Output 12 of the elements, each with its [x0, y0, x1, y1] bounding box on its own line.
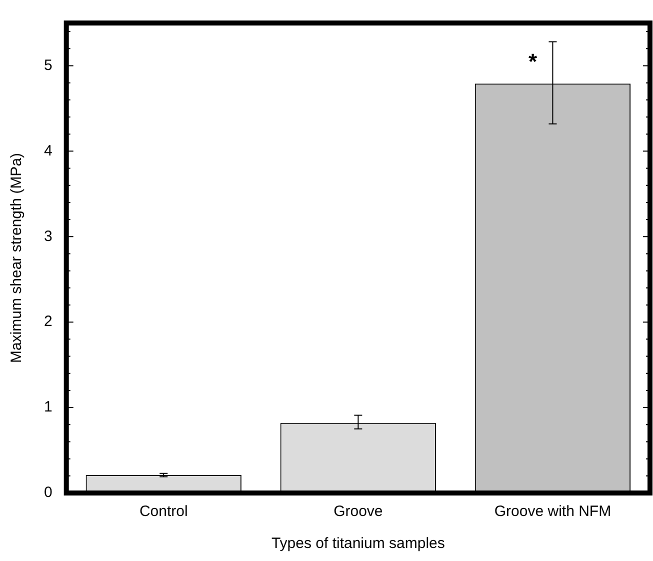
y-axis-title: Maximum shear strength (MPa) — [8, 152, 26, 364]
y-tick-label: 2 — [44, 313, 52, 330]
x-axis-title: Types of titanium samples — [271, 535, 445, 552]
annotation: * — [528, 49, 538, 74]
y-tick-label: 3 — [44, 228, 52, 245]
x-tick-label: Control — [139, 503, 188, 520]
x-tick-label: Groove with NFM — [494, 503, 612, 520]
y-tick-label: 0 — [44, 484, 52, 502]
y-tick-label: 1 — [44, 398, 52, 416]
y-tick-label: 4 — [44, 142, 52, 160]
x-tick-label: Groove — [334, 503, 383, 520]
y-tick-label: 5 — [44, 56, 52, 74]
